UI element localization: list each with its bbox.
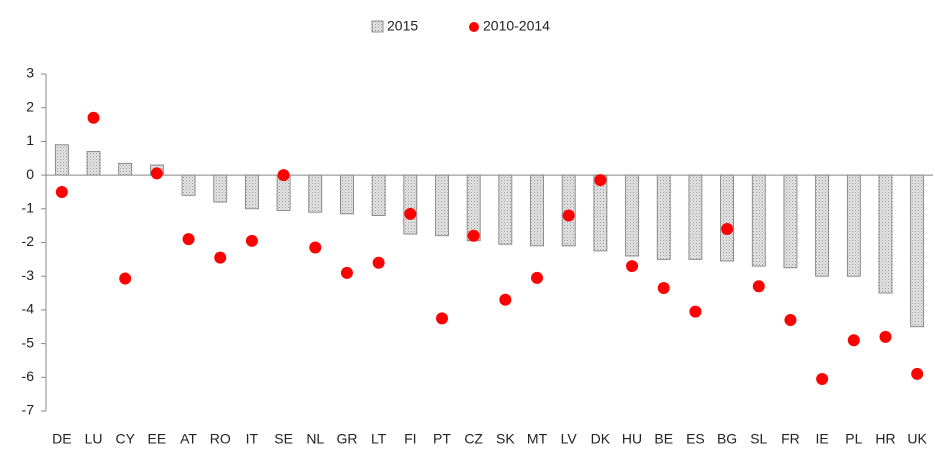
bar (688, 174, 703, 260)
y-tick-label: 2 (26, 98, 34, 114)
dot (879, 330, 892, 343)
bar (593, 174, 608, 252)
bar (530, 174, 544, 247)
x-tick-label: HU (622, 431, 642, 447)
dot (499, 293, 512, 306)
y-tick-label: -6 (22, 368, 35, 384)
x-tick-label: UK (907, 431, 927, 447)
dot (214, 251, 227, 264)
dot (594, 174, 607, 187)
dot (404, 207, 417, 220)
x-tick-label: PT (433, 431, 451, 447)
x-tick-label: BG (717, 431, 737, 447)
x-tick-label: LT (371, 431, 387, 447)
dot (626, 260, 639, 273)
dot (752, 280, 765, 293)
x-tick-label: EE (148, 431, 167, 447)
bar (371, 174, 386, 216)
x-tick-label: DK (591, 431, 611, 447)
dot (784, 314, 797, 327)
bar (245, 174, 259, 210)
dot (372, 256, 385, 269)
x-tick-label: FI (404, 431, 416, 447)
bar (720, 174, 734, 262)
y-tick-label: 3 (26, 65, 34, 81)
dot (87, 111, 100, 124)
bar (213, 174, 228, 203)
dot (562, 209, 575, 222)
y-tick-label: -4 (22, 301, 35, 317)
dot (119, 272, 132, 285)
bar (878, 174, 893, 294)
y-tick-label: -2 (22, 233, 35, 249)
legend-label: 2010-2014 (483, 18, 550, 34)
x-tick-label: CY (115, 431, 135, 447)
x-tick-label: PL (845, 431, 862, 447)
dot (309, 241, 322, 254)
dot (911, 367, 924, 380)
legend-label: 2015 (387, 18, 418, 34)
legend-swatch (469, 22, 479, 32)
dot (245, 234, 258, 247)
dot (150, 167, 163, 180)
dot (435, 312, 448, 325)
bar (751, 174, 766, 267)
bar (308, 174, 323, 213)
x-tick-label: IT (246, 431, 259, 447)
bar (846, 174, 861, 277)
x-tick-label: ES (686, 431, 705, 447)
dot (277, 169, 290, 182)
dot (657, 281, 670, 294)
x-tick-label: GR (336, 431, 357, 447)
x-tick-label: RO (210, 431, 231, 447)
x-tick-label: DE (52, 431, 71, 447)
y-tick-label: -7 (22, 402, 35, 418)
bar (403, 174, 418, 235)
x-tick-label: BE (654, 431, 673, 447)
x-tick-label: SE (274, 431, 293, 447)
bar (783, 174, 798, 269)
bar (625, 174, 639, 257)
x-tick-label: SK (496, 431, 515, 447)
x-tick-label: IE (816, 431, 829, 447)
bar (656, 174, 671, 260)
dot (847, 334, 860, 347)
bar (340, 174, 354, 215)
x-tick-label: CZ (464, 431, 483, 447)
x-tick-label: NL (306, 431, 324, 447)
dot (182, 233, 195, 246)
x-tick-label: LV (561, 431, 578, 447)
x-tick-label: HR (875, 431, 895, 447)
dot (467, 229, 480, 242)
dot (721, 223, 734, 236)
x-tick-label: SL (750, 431, 767, 447)
dot (689, 305, 702, 318)
bar (435, 174, 449, 237)
x-tick-label: MT (527, 431, 548, 447)
x-tick-label: AT (180, 431, 197, 447)
bar (815, 174, 830, 277)
dot (531, 271, 544, 284)
dot (340, 266, 353, 279)
x-tick-label: LU (85, 431, 103, 447)
dot (55, 185, 68, 198)
y-tick-label: -3 (22, 267, 35, 283)
bar (910, 174, 925, 328)
bar (181, 174, 196, 196)
y-tick-label: -1 (22, 200, 35, 216)
y-tick-label: 1 (26, 132, 34, 148)
bar (54, 144, 69, 176)
y-tick-label: -5 (22, 334, 35, 350)
y-tick-label: 0 (26, 166, 34, 182)
bar (86, 151, 101, 176)
bar (498, 174, 513, 245)
dot (816, 372, 829, 385)
x-tick-label: FR (781, 431, 800, 447)
legend-swatch (371, 20, 384, 33)
bar (118, 162, 133, 176)
